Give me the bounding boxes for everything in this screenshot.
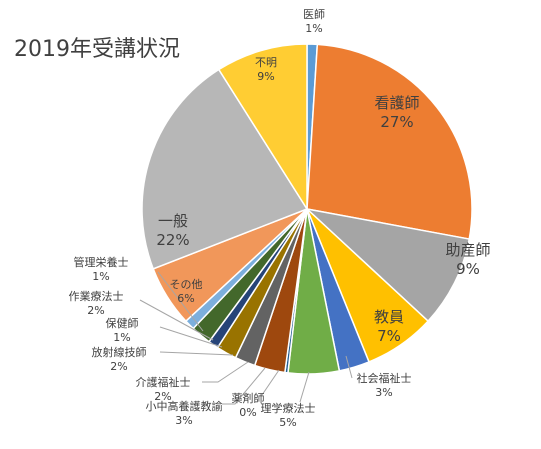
- leader-lines: [139, 271, 353, 405]
- slice-label-6: 薬剤師: [232, 391, 265, 405]
- slice-label-4: 社会福祉士: [357, 371, 412, 385]
- slice-value-label-10: 1%: [113, 331, 130, 344]
- leader-line-12: [157, 271, 204, 332]
- leader-line-5: [299, 371, 310, 403]
- slice-value-label-1: 27%: [380, 113, 413, 131]
- slice-value-label-2: 9%: [456, 260, 480, 278]
- slice-label-14: 一般: [158, 212, 188, 230]
- leader-line-6: [261, 369, 280, 396]
- slice-value-label-15: 9%: [257, 70, 274, 83]
- slice-label-2: 助産師: [445, 241, 490, 259]
- pie-slice-14: [141, 68, 309, 270]
- slice-label-7: 小中高養護教諭: [146, 399, 223, 413]
- slice-label-13: その他: [170, 278, 203, 291]
- pie-slices: [141, 43, 473, 375]
- leader-line-9: [159, 351, 234, 356]
- pie-slice-2: [304, 207, 471, 323]
- slice-value-label-12: 1%: [92, 270, 109, 283]
- slice-value-label-6: 0%: [239, 406, 256, 419]
- slice-label-10: 保健師: [106, 316, 139, 330]
- slice-value-label-5: 5%: [279, 416, 296, 429]
- slice-label-9: 放射線技師: [92, 345, 147, 359]
- slice-label-0: 医師: [303, 8, 325, 21]
- chart-title: 2019年受講状況: [14, 37, 180, 62]
- slice-label-5: 理学療法士: [261, 401, 316, 415]
- slice-labels: 医師1%看護師27%助産師9%教員7%社会福祉士3%理学療法士5%薬剤師0%小中…: [69, 8, 491, 429]
- slice-label-12: 管理栄養士: [74, 255, 129, 269]
- pie-slice-15: [217, 43, 308, 212]
- slice-value-label-4: 3%: [375, 386, 392, 399]
- leader-line-7: [222, 367, 266, 405]
- slice-value-label-8: 2%: [154, 390, 171, 403]
- slice-label-3: 教員: [374, 308, 404, 326]
- slice-value-label-11: 2%: [87, 304, 104, 317]
- slice-value-label-7: 3%: [175, 414, 192, 427]
- slice-label-1: 看護師: [374, 94, 419, 112]
- leader-line-10: [159, 326, 223, 348]
- slice-label-15: 不明: [255, 56, 277, 69]
- slice-value-label-13: 6%: [177, 292, 194, 305]
- slice-label-8: 介護福祉士: [136, 375, 191, 389]
- pie-slice-1: [306, 43, 473, 240]
- leader-line-4: [345, 355, 353, 379]
- slice-value-label-0: 1%: [305, 22, 322, 35]
- leader-line-11: [139, 299, 214, 341]
- leader-line-8: [202, 361, 249, 383]
- slice-value-label-14: 22%: [156, 231, 189, 249]
- slice-label-11: 作業療法士: [69, 289, 124, 303]
- slice-value-label-9: 2%: [110, 360, 127, 373]
- slice-value-label-3: 7%: [377, 327, 401, 345]
